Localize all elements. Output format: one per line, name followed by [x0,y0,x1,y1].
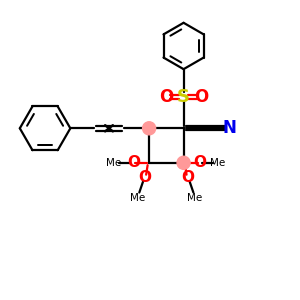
Text: S: S [177,88,190,106]
Text: O: O [138,170,151,185]
Text: Me: Me [130,194,146,203]
Text: Me: Me [187,194,202,203]
Text: Me: Me [210,158,226,168]
Text: O: O [127,155,140,170]
Text: Me: Me [106,158,122,168]
Circle shape [142,122,156,135]
Text: O: O [159,88,173,106]
Circle shape [177,156,190,169]
Text: O: O [182,170,194,185]
Text: N: N [223,119,237,137]
Text: O: O [193,155,206,170]
Text: O: O [194,88,208,106]
